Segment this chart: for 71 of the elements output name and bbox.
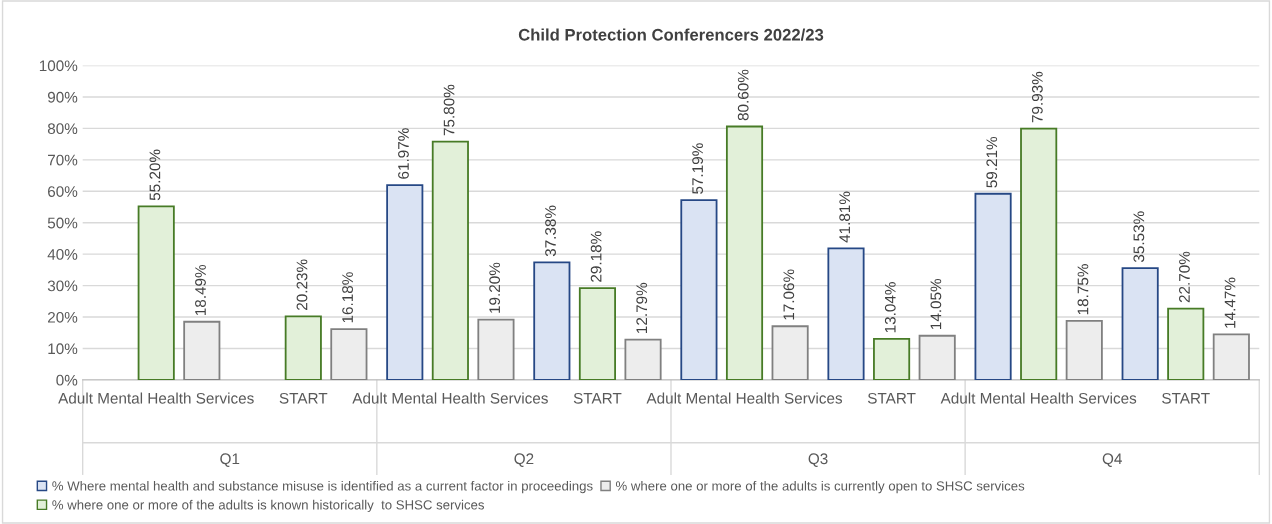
x-tick-label: Adult Mental Health Services xyxy=(940,392,1137,404)
legend-label: % where one or more of the adults is currently open to SHSC services xyxy=(615,480,1025,494)
data-label: 55.20% xyxy=(149,149,161,201)
data-label: 35.53% xyxy=(1133,211,1145,263)
text: Q3 xyxy=(808,453,828,467)
data-label: 41.81% xyxy=(839,191,851,243)
data-label: 20.23% xyxy=(296,259,308,310)
bar xyxy=(284,315,322,380)
bar xyxy=(974,192,1012,380)
data-label: 59.21% xyxy=(986,136,998,188)
bar xyxy=(1212,333,1250,380)
bar xyxy=(183,320,221,380)
data-label: 18.49% xyxy=(195,264,206,316)
bar xyxy=(431,140,469,380)
bar xyxy=(578,287,616,380)
data-label: 16.18% xyxy=(342,272,353,323)
data-label: 57.19% xyxy=(692,143,704,194)
bar xyxy=(680,199,718,380)
bar xyxy=(1167,307,1205,380)
data-label: 18.75% xyxy=(1077,264,1089,315)
data-label: 29.18% xyxy=(590,231,602,282)
y-tick-label: 30% xyxy=(47,280,78,292)
y-tick-label: 50% xyxy=(47,217,78,229)
bar xyxy=(533,261,571,380)
y-tick-label: 80% xyxy=(47,123,78,135)
y-tick-label: 90% xyxy=(47,91,78,103)
bar xyxy=(624,338,662,380)
data-label: 14.05% xyxy=(930,278,942,330)
bar xyxy=(137,205,175,380)
text: Q2 xyxy=(514,453,534,467)
data-label: 22.70% xyxy=(1179,251,1190,303)
y-tick-label: 20% xyxy=(48,311,78,323)
legend-label: % Where mental health and substance misuse is identified as a current factor in proceedings xyxy=(52,480,593,494)
x-tick-label: Adult Mental Health Services xyxy=(352,392,548,404)
x-tick-label: Adult Mental Health Services xyxy=(646,392,843,404)
chart-title: Child Protection Conferencers 2022/23 xyxy=(518,28,824,41)
text: Q1 xyxy=(220,453,240,467)
x-tick-label: START xyxy=(573,392,622,404)
bar xyxy=(330,328,368,380)
bar xyxy=(918,334,956,380)
data-label: 80.60% xyxy=(737,69,749,121)
data-label: 19.20% xyxy=(489,262,501,313)
y-tick-label: 40% xyxy=(47,249,78,260)
y-tick-label: 70% xyxy=(48,154,78,166)
bar xyxy=(725,125,764,380)
bar xyxy=(477,318,515,380)
data-label: 14.47% xyxy=(1224,277,1236,328)
legend-label: % where one or more of the adults is known historically to SHSC services xyxy=(52,499,485,513)
data-label: 79.93% xyxy=(1031,71,1043,123)
data-label: 75.80% xyxy=(443,84,455,136)
data-label: 13.04% xyxy=(884,282,896,333)
y-tick-label: 60% xyxy=(48,186,78,197)
x-tick-label: START xyxy=(279,392,328,404)
bar xyxy=(771,325,809,380)
y-tick-label: 100% xyxy=(39,60,78,72)
y-tick-label: 0% xyxy=(56,374,78,386)
bar xyxy=(386,184,424,380)
x-tick-label: Adult Mental Health Services xyxy=(58,392,254,404)
data-label: 61.97% xyxy=(398,128,409,179)
data-label: 12.79% xyxy=(636,282,648,333)
bar xyxy=(1065,320,1103,380)
bar xyxy=(1020,127,1058,380)
x-tick-label: START xyxy=(867,392,916,404)
text: Q4 xyxy=(1102,453,1122,467)
bar xyxy=(1121,267,1159,380)
bar xyxy=(827,247,865,380)
bar xyxy=(873,337,911,380)
data-label: 17.06% xyxy=(783,269,795,320)
data-label: 37.38% xyxy=(545,205,556,257)
y-tick-label: 10% xyxy=(48,343,78,355)
x-tick-label: START xyxy=(1162,392,1210,404)
